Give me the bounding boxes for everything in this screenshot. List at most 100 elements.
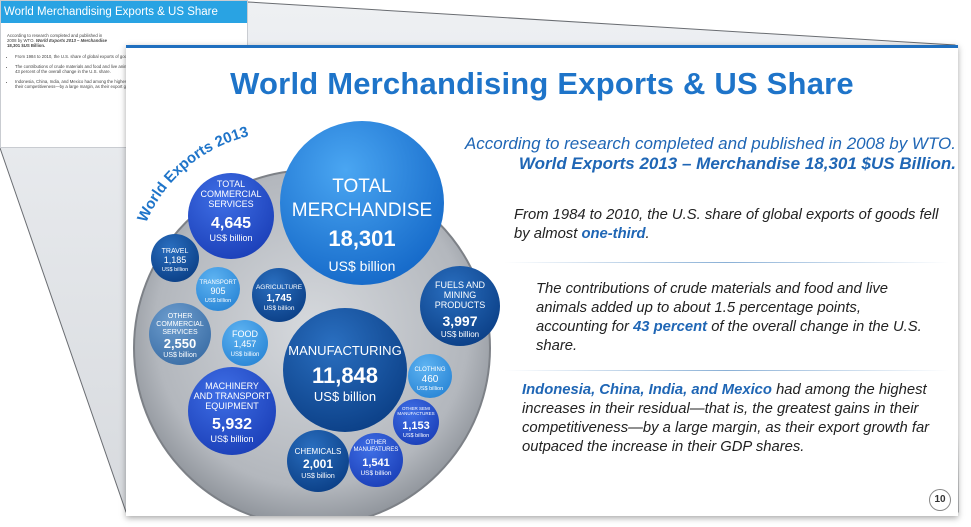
bubble-total-commercial-services: TOTAL COMMERCIAL SERVICES 4,645 US$ billio…	[188, 173, 274, 259]
thumbnail-intro: According to research completed and publ…	[7, 33, 241, 49]
bubble-value: 1,541	[362, 457, 390, 469]
bubble-label: CLOTHING	[414, 367, 445, 373]
intro-line2: World Exports 2013 – Merchandise 18,301 …	[518, 154, 956, 173]
bubble-unit: US$ billion	[360, 470, 391, 477]
thumbnail-bullet: Indonesia, China, India, and Mexico had …	[15, 79, 241, 89]
bubble-label: TRAVEL	[162, 248, 189, 255]
bubble-unit: US$ billion	[314, 389, 376, 404]
bubble-label-line: EQUIPMENT	[205, 401, 259, 411]
thumbnail-bullet: From 1984 to 2010, the U.S. share of glo…	[15, 54, 241, 59]
bubble-label-line: MANUFATURES	[354, 447, 399, 453]
bubble-transport: TRANSPORT 905 US$ billion	[196, 267, 240, 311]
bubble-label-line: COMMERCIAL	[156, 321, 204, 328]
page-number: 10	[929, 489, 951, 511]
bubble-label: CHEMICALS	[295, 447, 342, 456]
divider	[504, 262, 949, 263]
bubble-chart: World Exports 2013 TOTAL MERCHANDISE 18,3…	[133, 121, 500, 516]
bubble-label-line: PRODUCTS	[435, 300, 486, 310]
paragraph-us-share: From 1984 to 2010, the U.S. share of glo…	[514, 206, 954, 244]
bubble-label-line: MINING	[444, 290, 477, 300]
bubble-unit: US$ billion	[209, 233, 252, 243]
bubble-value: 1,745	[266, 293, 291, 304]
bubble-unit: US$ billion	[403, 433, 429, 439]
para3-text: had among the highest increases in their…	[522, 382, 930, 455]
para1-emphasis: one-third	[581, 226, 646, 242]
bubble-label-line: SERVICES	[208, 199, 253, 209]
bubble-total-merchandise: TOTAL MERCHANDISE 18,301 US$ billion	[280, 121, 444, 285]
bubble-value: 2,001	[303, 457, 333, 471]
bubble-value: 18,301	[328, 226, 395, 251]
bubble-unit: US$ billion	[441, 330, 479, 339]
slide-title: World Merchandising Exports & US Share	[230, 66, 854, 101]
paragraph-contributions: The contributions of crude materials and…	[536, 280, 936, 356]
bubble-label: FOOD	[232, 329, 258, 339]
bubble-unit: US$ billion	[329, 258, 396, 274]
bubble-unit: US$ billion	[162, 267, 188, 273]
bubble-unit: US$ billion	[263, 305, 294, 312]
bubble-label-line: MACHINERY	[205, 381, 259, 391]
bubble-value: 1,185	[164, 255, 187, 265]
para1-text: From 1984 to 2010, the U.S. share of glo…	[514, 207, 939, 242]
bubble-label-line: MERCHANDISE	[292, 200, 432, 221]
bubble-clothing: CLOTHING 460 US$ billion	[408, 354, 452, 398]
bubble-machinery: MACHINERY AND TRANSPORT EQUIPMENT 5,932 US…	[188, 367, 276, 455]
para2-text: The contributions of crude materials and…	[536, 281, 889, 335]
bubble-label-line: TOTAL	[217, 179, 245, 189]
bubble-agriculture: AGRICULTURE 1,745 US$ billion	[252, 268, 306, 322]
bubble-label-line: AND TRANSPORT	[194, 391, 271, 401]
bubble-fuels-mining: FUELS AND MINING PRODUCTS 3,997 US$ billio…	[420, 266, 500, 346]
bubble-unit: US$ billion	[163, 352, 197, 359]
bubble-value: 1,457	[234, 339, 257, 349]
bubble-label-line: FUELS AND	[435, 280, 486, 290]
bubble-value: 11,848	[312, 363, 378, 388]
bubble-unit: US$ billion	[301, 473, 335, 480]
bubble-label: TRANSPORT	[200, 280, 237, 286]
main-slide: World Merchandising Exports & US Share	[126, 45, 958, 516]
bubble-unit: US$ billion	[417, 386, 443, 392]
bubble-unit: US$ billion	[210, 434, 253, 444]
intro-line1: According to research completed and publ…	[464, 134, 956, 153]
bubble-label: MANUFACTURING	[288, 343, 401, 358]
bubble-value: 4,645	[211, 215, 251, 232]
bubble-label: AGRICULTURE	[256, 284, 303, 291]
thumbnail-intro-line2a: 2008 by WTO.	[7, 38, 36, 44]
bubble-chemicals: CHEMICALS 2,001 US$ billion	[287, 430, 349, 492]
bubble-manufacturing: MANUFACTURING 11,848 US$ billion	[283, 308, 407, 432]
thumbnail-intro-line3: 18,301 $US Billion.	[7, 43, 46, 49]
bubble-label-line: COMMERCIAL	[200, 189, 261, 199]
para1-end: .	[645, 226, 650, 242]
bubble-value: 905	[210, 286, 225, 296]
paragraph-competitiveness: Indonesia, China, India, and Mexico had …	[522, 381, 947, 457]
intro-text: According to research completed and publ…	[426, 134, 956, 174]
bubble-label-line: OTHER	[366, 440, 388, 446]
para2-emphasis: 43 percent	[633, 319, 708, 335]
thumbnail-title: World Merchandising Exports & US Share	[1, 1, 247, 23]
para2-end: of the overall change in the U.S. share.	[536, 319, 922, 354]
divider	[504, 370, 949, 371]
bubble-food: FOOD 1,457 US$ billion	[222, 320, 268, 366]
bubble-travel: TRAVEL 1,185 US$ billion	[151, 234, 199, 282]
bubble-label-line: MANUFACTURES	[397, 411, 434, 416]
bubble-value: 3,997	[442, 313, 477, 329]
bubble-other-manufatures: OTHER MANUFATURES 1,541 US$ billion	[349, 433, 403, 487]
bubble-other-commercial-services: OTHER COMMERCIAL SERVICES 2,550 US$ billio…	[149, 303, 211, 365]
bubble-other-semi-manufactures: OTHER SEMI MANUFACTURES 1,153 US$ billion	[393, 399, 439, 445]
bubble-label-line: SERVICES	[162, 329, 198, 336]
thumbnail-intro-line2b: World Exports 2013 – Merchandise	[35, 38, 107, 44]
bubble-value: 460	[422, 374, 439, 385]
bubble-value: 2,550	[164, 336, 197, 351]
bubble-label-line: OTHER	[168, 313, 193, 320]
bubble-label-line: TOTAL	[332, 176, 391, 197]
bubble-value: 1,153	[402, 420, 430, 432]
thumbnail-intro-line1: According to research completed and publ…	[7, 33, 103, 38]
bubble-unit: US$ billion	[231, 352, 260, 358]
bubble-value: 5,932	[212, 416, 252, 433]
bubble-unit: US$ billion	[205, 298, 231, 304]
